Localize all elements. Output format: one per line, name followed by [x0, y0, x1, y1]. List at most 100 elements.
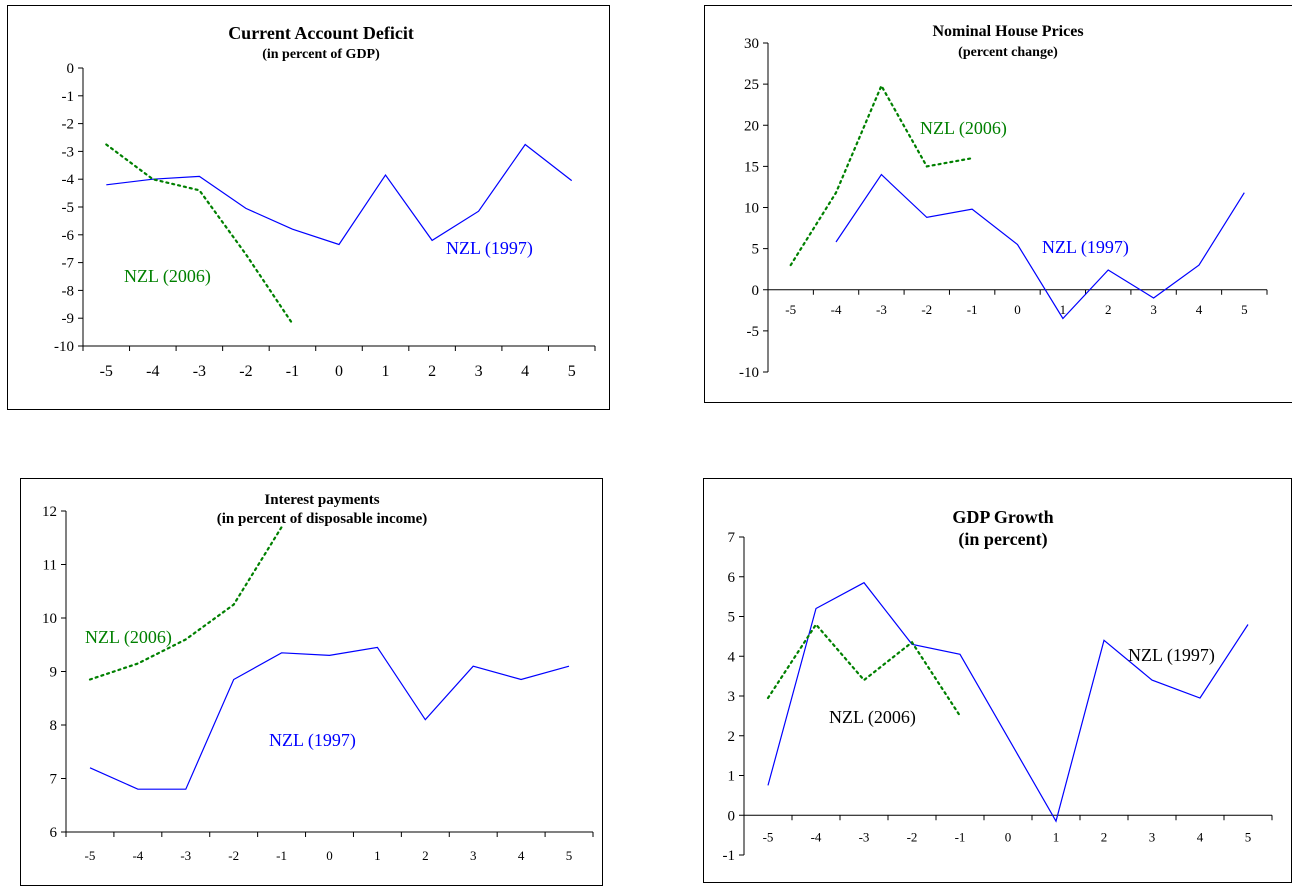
y-tick-label: 25: [744, 77, 759, 93]
series-line-nzl-2006: [766, 622, 962, 717]
y-tick-label: -5: [747, 324, 760, 340]
series-label-nzl-2006: NZL (2006): [920, 118, 1007, 139]
x-tick-label: 4: [1197, 829, 1204, 844]
gdp-growth-chart: 7 6 5 4 3 2 1 0 -1 -5 -4 -3 -2 -1 0 1 2 3 4 5 GDP Growth (i…: [723, 507, 1273, 864]
chart-subtitle: (in percent): [958, 529, 1047, 550]
y-tick-label: 10: [744, 201, 759, 217]
x-tick-label: 0: [1014, 302, 1021, 317]
chart-title: GDP Growth: [952, 507, 1053, 527]
series-line-nzl-1997: [835, 173, 1245, 320]
y-tick-label: -9: [62, 311, 75, 327]
x-tick-label: -4: [146, 363, 159, 380]
series-label-nzl-1997: NZL (1997): [269, 730, 356, 751]
series-label-nzl-1997: NZL (1997): [1128, 645, 1215, 666]
x-tick-label: -5: [85, 848, 96, 863]
series-label-nzl-2006: NZL (2006): [85, 627, 172, 648]
x-tick-label: 1: [374, 848, 381, 863]
series-label-nzl-2006: NZL (2006): [829, 707, 916, 728]
y-tick-label: 1: [728, 769, 736, 785]
y-tick-label: 9: [50, 665, 58, 681]
chart-subtitle: (in percent of disposable income): [217, 511, 428, 527]
y-tick-label: -3: [62, 144, 75, 160]
y-tick-label: 7: [50, 772, 58, 788]
y-tick-label: -10: [54, 339, 74, 355]
x-tick-label: -3: [193, 363, 206, 380]
y-tick-label: 15: [744, 159, 759, 175]
chart-panel-house-prices: 30 25 20 15 10 5 0 -5 -10 -5 -4 -3 -2 -1 0 1 2 3 4 5 Nomina…: [704, 5, 1292, 403]
series-line-nzl-2006: [789, 83, 974, 267]
x-tick-label: -2: [228, 848, 239, 863]
y-tick-label: 0: [728, 808, 736, 824]
y-tick-label: 8: [50, 718, 58, 734]
x-tick-label: 4: [1196, 302, 1203, 317]
x-tick-label: 2: [1101, 829, 1108, 844]
x-tick-label: 1: [1060, 302, 1067, 317]
x-tick-label: 3: [1150, 302, 1157, 317]
chart-subtitle: (percent change): [958, 45, 1058, 60]
x-tick-label: -1: [276, 848, 287, 863]
x-tick-label: -5: [785, 302, 796, 317]
y-tick-label: -7: [62, 256, 75, 272]
series-line-nzl-2006: [88, 526, 283, 681]
y-tick-label: 0: [752, 283, 760, 299]
x-tick-label: 3: [1149, 829, 1156, 844]
y-tick-label: -4: [62, 172, 75, 188]
x-tick-label: -5: [100, 363, 113, 380]
y-tick-label: -1: [62, 89, 75, 105]
chart-title: Nominal House Prices: [932, 23, 1083, 40]
x-tick-label: 1: [382, 363, 390, 380]
x-tick-label: 2: [1105, 302, 1112, 317]
y-tick-label: 6: [50, 825, 58, 841]
current-account-chart: 0-1-2-3-4-5-6-7-8-9-10-5 -4 -3 -2 -1 0 1 2 3 4 5 C…: [54, 23, 596, 380]
x-tick-label: 0: [1005, 829, 1012, 844]
x-tick-label: 3: [470, 848, 477, 863]
x-tick-label: -1: [955, 829, 966, 844]
y-tick-label: -6: [62, 228, 75, 244]
x-tick-label: -2: [921, 302, 932, 317]
x-tick-label: -4: [831, 302, 842, 317]
y-tick-label: -10: [739, 365, 759, 381]
y-tick-label: 2: [728, 729, 736, 745]
y-tick-label: 5: [728, 610, 736, 626]
y-tick-label: 30: [744, 36, 759, 52]
x-tick-label: 1: [1053, 829, 1060, 844]
x-tick-label: -1: [286, 363, 299, 380]
y-tick-label: -5: [62, 200, 75, 216]
y-tick-label: 11: [43, 558, 57, 574]
y-tick-label: 0: [67, 61, 75, 77]
y-tick-label: -2: [62, 117, 75, 133]
x-tick-label: -3: [859, 829, 870, 844]
x-tick-label: -2: [907, 829, 918, 844]
chart-panel-current-account: 0 -1 -2 -3 -4 -5 -6 -7 -8 -9 -10 -5 -4 -3 -2 -1 0 1 2 3 4 5 C…: [7, 5, 610, 410]
chart-title: Interest payments: [264, 492, 379, 508]
x-tick-label: -4: [132, 848, 143, 863]
y-tick-label: 7: [728, 530, 736, 546]
chart-panel-interest-payments: 12 11 10 9 8 7 6 -5 -4 -3 -2 -1 0 1 2 3 4 5 Interest paym…: [20, 478, 603, 886]
x-tick-label: 3: [475, 363, 483, 380]
x-tick-label: -4: [811, 829, 822, 844]
x-tick-label: -3: [180, 848, 191, 863]
x-tick-label: -5: [763, 829, 774, 844]
x-tick-label: 4: [521, 363, 529, 380]
x-tick-label: 2: [422, 848, 429, 863]
x-tick-label: -1: [967, 302, 978, 317]
series-line-nzl-2006: [105, 143, 294, 325]
series-label-nzl-2006: NZL (2006): [124, 266, 211, 287]
series-label-nzl-1997: NZL (1997): [446, 238, 533, 259]
x-tick-label: 0: [335, 363, 343, 380]
series-line-nzl-1997: [767, 581, 1249, 823]
y-tick-label: 3: [728, 689, 736, 705]
x-tick-label: 0: [326, 848, 333, 863]
x-tick-label: 4: [518, 848, 525, 863]
x-tick-label: -3: [876, 302, 887, 317]
y-tick-label: 6: [728, 570, 736, 586]
y-tick-label: 12: [42, 504, 57, 520]
x-tick-label: -2: [239, 363, 252, 380]
x-tick-label: 5: [568, 363, 576, 380]
y-tick-label: -1: [723, 848, 736, 864]
series-label-nzl-1997: NZL (1997): [1042, 237, 1129, 258]
chart-panel-gdp-growth: 7 6 5 4 3 2 1 0 -1 -5 -4 -3 -2 -1 0 1 2 3 4 5 GDP Growth (i…: [703, 478, 1292, 883]
x-tick-label: 5: [1241, 302, 1248, 317]
